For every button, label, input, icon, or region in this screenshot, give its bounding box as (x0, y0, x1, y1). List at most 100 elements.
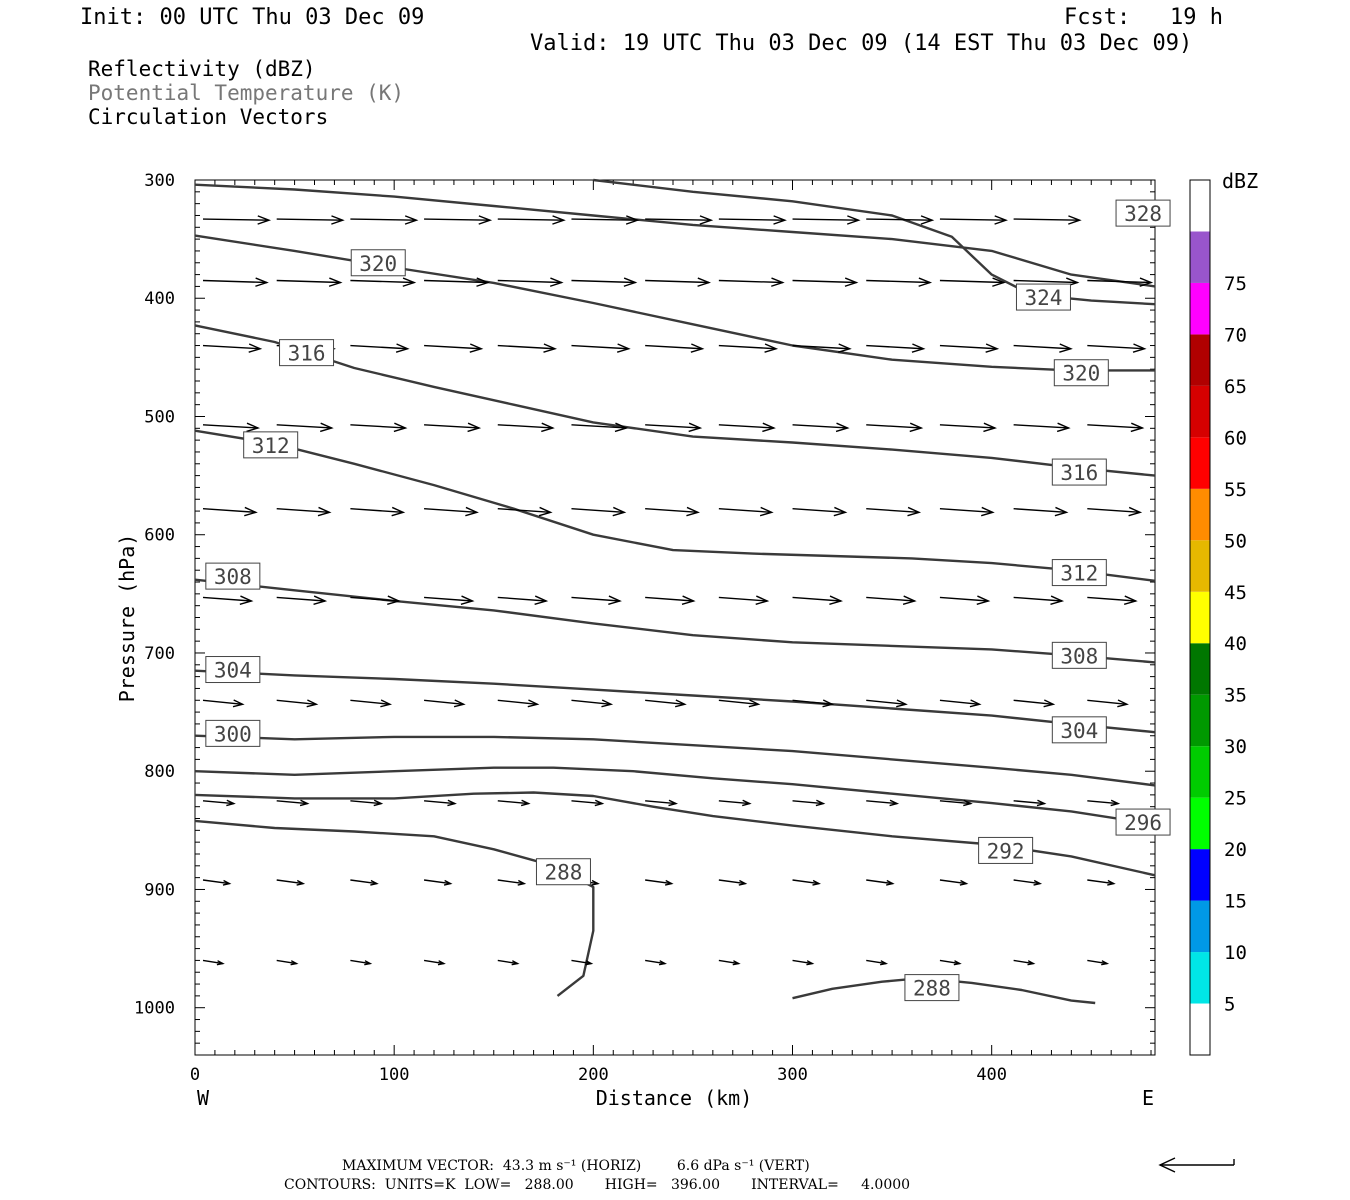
circulation-vector (645, 277, 711, 287)
vector-head (331, 215, 345, 225)
contour-line-304 (194, 669, 1156, 734)
vector-shaft (571, 424, 627, 429)
vector-shaft (350, 699, 391, 705)
circulation-vector (866, 595, 917, 605)
contour-label-text: 308 (214, 565, 252, 589)
circulation-vector (645, 879, 674, 886)
circulation-vector (276, 799, 310, 807)
contour-label-box (205, 719, 261, 747)
y-tick-label: 600 (144, 526, 175, 546)
vector-head (1117, 699, 1129, 708)
colorbar-tick-label: 50 (1224, 530, 1247, 552)
circulation-vector (424, 799, 457, 807)
vector-shaft (1013, 279, 1078, 284)
vector-shaft (571, 344, 629, 350)
vector-head (764, 343, 779, 353)
vector-shaft (866, 218, 933, 221)
contour-label-text: 328 (1124, 202, 1162, 226)
circulation-vector (497, 277, 564, 287)
contour-label-box (1051, 716, 1107, 744)
contour-label-box (205, 562, 261, 590)
circulation-vector (350, 343, 410, 353)
vector-shaft (350, 279, 415, 284)
colorbar-tick-label: 30 (1224, 736, 1247, 758)
vector-head (469, 343, 484, 353)
circulation-vector (497, 959, 520, 966)
vector-head (465, 506, 479, 517)
vector-head (460, 595, 475, 605)
contour-label: 296 (1115, 808, 1171, 836)
contour-label-text: 308 (1060, 644, 1098, 668)
vector-head (608, 595, 622, 605)
vector-head (992, 277, 1006, 287)
vector-head (328, 277, 343, 287)
vector-shaft (497, 218, 564, 221)
vector-head (306, 699, 319, 708)
circulation-vector (1013, 959, 1036, 966)
circulation-vector (497, 343, 558, 353)
circulation-vector (939, 799, 973, 807)
vector-shaft (571, 699, 612, 705)
vector-head (437, 960, 446, 966)
vector-head (299, 799, 310, 807)
colorbar-unit: dBZ (1222, 169, 1258, 193)
vector-shaft (718, 959, 739, 965)
vector-shaft (202, 596, 252, 602)
vector-shaft (202, 424, 259, 429)
vector-shaft (276, 699, 317, 705)
vector-head (591, 879, 600, 886)
circulation-vector (645, 799, 678, 807)
colorbar-tick-label: 45 (1224, 582, 1247, 604)
footer-max-vector: MAXIMUM VECTOR: 43.3 m s⁻¹ (HORIZ) 6.6 d… (342, 1158, 810, 1174)
vector-head (981, 506, 995, 517)
circulation-vector (792, 343, 852, 353)
contour-label: 300 (205, 719, 261, 747)
vector-head (686, 506, 700, 517)
circulation-vector (424, 506, 479, 517)
circulation-vector (350, 595, 401, 605)
circulation-vector (571, 506, 627, 517)
vector-head (478, 215, 493, 225)
vector-head (742, 799, 752, 807)
vector-head (290, 960, 299, 966)
contour-label: 320 (1053, 359, 1109, 387)
vector-shaft (1087, 508, 1141, 514)
circulation-vector (497, 506, 553, 517)
vector-head (983, 422, 997, 433)
circulation-vector (1087, 959, 1110, 966)
circulation-vector (424, 215, 493, 225)
vector-shaft (571, 596, 620, 602)
x-tick-label: 400 (976, 1065, 1007, 1085)
vector-head (232, 699, 245, 708)
colorbar-segment (1190, 385, 1210, 438)
vector-shaft (497, 800, 529, 805)
circulation-vector (350, 215, 419, 225)
vector-shaft (645, 424, 701, 429)
circulation-vector (497, 422, 555, 433)
vector-shaft (571, 800, 603, 805)
circulation-vector (939, 879, 969, 886)
vector-head (1059, 343, 1073, 353)
vector-shaft (1087, 596, 1136, 602)
circulation-vector (718, 422, 776, 433)
vector-shaft (350, 424, 406, 429)
circulation-vector (645, 506, 700, 517)
vector-shaft (645, 699, 685, 705)
colorbar-tick-label: 40 (1224, 633, 1247, 655)
vector-head (541, 422, 555, 433)
vector-shaft (718, 596, 768, 602)
vector-head (1110, 799, 1121, 807)
circulation-vector (645, 422, 703, 433)
contour-line-296 (194, 766, 1156, 826)
contour-label-box (279, 339, 335, 367)
circulation-vector (866, 879, 895, 886)
contour-label: 324 (1015, 283, 1071, 311)
colorbar-border (1189, 179, 1211, 1056)
vector-shaft (497, 699, 538, 705)
vector-head (527, 699, 540, 708)
vector-head (543, 343, 558, 353)
contour-label-text: 292 (987, 839, 1025, 863)
colorbar-segment (1190, 334, 1210, 386)
vector-head (738, 879, 748, 886)
